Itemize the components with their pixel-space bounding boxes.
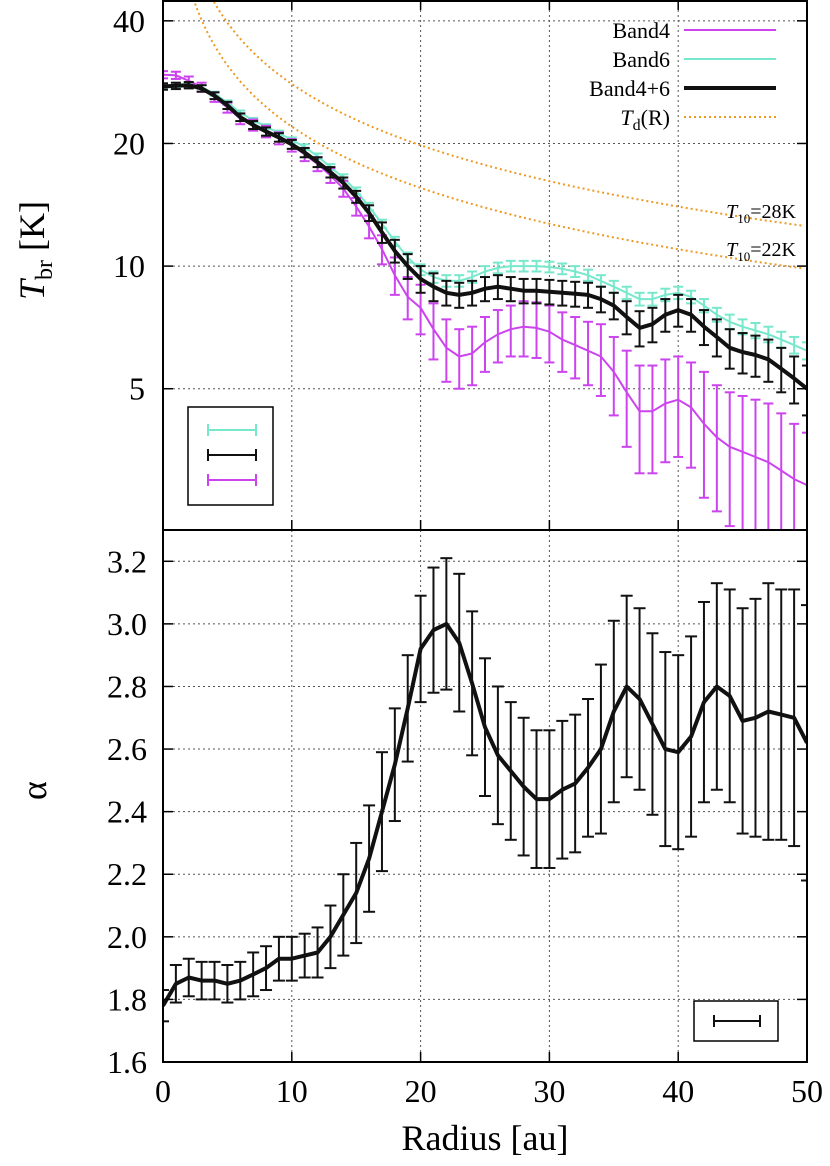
bottom-ticks: 1.6 1.8 2.0 2.2 2.4 2.6 2.8 3.0 3.2 0 10 20 30 40 50	[107, 543, 823, 1109]
td-curve	[192, 0, 805, 270]
td-curves	[192, 0, 805, 270]
bottom-y-tick-label: 3.0	[107, 606, 147, 642]
top-y-tick-label: 10	[113, 248, 145, 284]
td-annotations: T10=28K T10=22K	[726, 201, 796, 264]
legend-label: Band6	[613, 47, 670, 72]
bottom-x-tick-label: 0	[155, 1073, 171, 1109]
top-y-axis-label: Tbr [K]	[12, 201, 58, 300]
td-annotation: T10=28K	[726, 201, 796, 226]
top-legend: Band4 Band6 Band4+6 Td(R)	[589, 18, 776, 134]
bottom-errorbar-legend	[713, 1015, 761, 1027]
bottom-x-tick-label: 10	[276, 1073, 308, 1109]
top-series-group	[163, 70, 807, 530]
top-y-tick-label: 5	[129, 371, 145, 407]
band6-line	[163, 84, 807, 352]
bottom-y-tick-label: 2.4	[107, 794, 147, 830]
bottom-series-group	[163, 557, 807, 1023]
band4-errorbars	[163, 70, 807, 530]
bottom-errorbar-legend-box	[693, 1000, 779, 1042]
band46-line	[163, 83, 807, 391]
alpha-line	[163, 621, 807, 1007]
legend-label: Band4+6	[589, 76, 670, 101]
legend-label: Td(R)	[620, 105, 670, 134]
bottom-y-tick-label: 3.2	[107, 543, 147, 579]
top-ticks: 5 10 20 40	[113, 0, 808, 530]
bottom-x-tick-label: 20	[405, 1073, 437, 1109]
bottom-y-tick-label: 2.8	[107, 668, 147, 704]
bottom-x-tick-label: 30	[533, 1073, 565, 1109]
bottom-x-tick-label: 40	[662, 1073, 694, 1109]
top-y-tick-label: 20	[113, 125, 145, 161]
bottom-y-tick-label: 2.2	[107, 856, 147, 892]
bottom-plot-frame	[162, 529, 808, 1063]
top-gridlines	[163, 0, 807, 530]
top-y-tick-label: 40	[113, 3, 145, 39]
x-axis-label: Radius [au]	[402, 1118, 569, 1158]
bottom-y-tick-label: 2.0	[107, 919, 147, 955]
bottom-y-tick-label: 1.8	[107, 981, 147, 1017]
td-annotation: T10=22K	[726, 239, 796, 264]
bottom-y-tick-label: 2.6	[107, 731, 147, 767]
top-errorbar-legend-box	[187, 406, 274, 506]
legend-label: Band4	[613, 18, 670, 43]
alpha-errorbars	[163, 557, 807, 1023]
bottom-y-tick-label: 1.6	[107, 1044, 147, 1080]
bottom-x-tick-label: 50	[791, 1073, 823, 1109]
top-errorbar-legend	[207, 424, 257, 486]
bottom-y-axis-label: α	[14, 781, 54, 800]
td-curve	[211, 0, 805, 227]
